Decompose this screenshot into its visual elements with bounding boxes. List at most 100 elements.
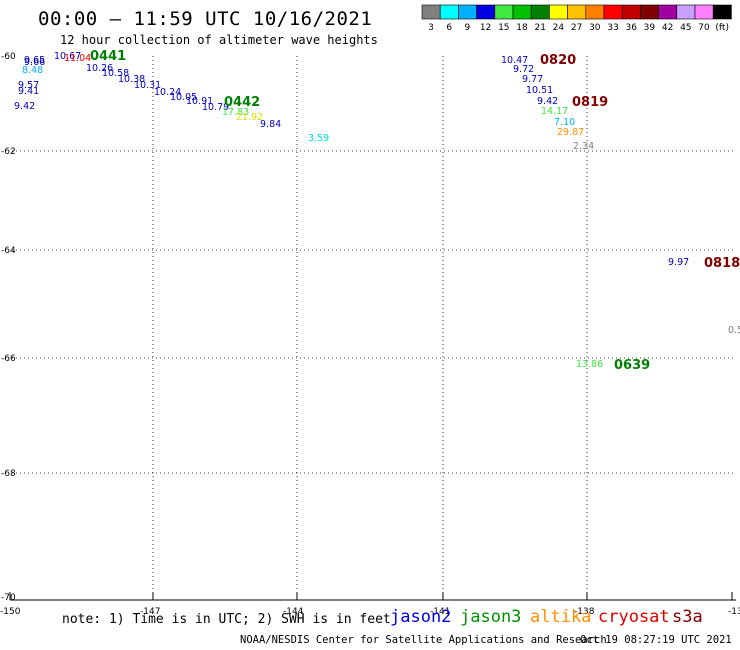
- legend-swatch: [603, 4, 623, 20]
- map-grid: [9, 56, 736, 601]
- pass-time-label: 0818: [704, 256, 740, 271]
- wave-height-label: 29.87: [557, 127, 584, 138]
- wave-height-label: 2.34: [573, 141, 594, 152]
- legend-label: 45: [680, 23, 691, 33]
- legend-swatch: [512, 4, 532, 20]
- legend-label: 18: [516, 23, 528, 33]
- legend-label: 42: [662, 23, 673, 33]
- legend-swatch: [621, 4, 641, 20]
- legend-label: 9: [465, 23, 471, 33]
- timestamp: Oct 19 08:27:19 UTC 2021: [580, 634, 732, 646]
- satellite-jason3: jason3: [460, 607, 522, 627]
- wave-height-label: 10.24: [154, 87, 181, 98]
- axis-labels: -60 -62 -64 -66 -68 -70 -150 -147 -144 -141 -138 -1…: [0, 52, 740, 617]
- legend-label: 30: [589, 23, 601, 33]
- wave-height-label: 9.42: [537, 96, 558, 107]
- legend-swatch: [549, 4, 568, 20]
- wave-height-label: 9.72: [513, 64, 534, 75]
- lat-label: -66: [1, 354, 16, 364]
- wave-height-label: 21.92: [236, 112, 263, 123]
- wave-height-label: 10.67: [54, 51, 81, 62]
- map-subtitle: 12 hour collection of altimeter wave hei…: [60, 33, 378, 47]
- lon-label: -144: [283, 607, 304, 617]
- wave-height-label: 13.86: [576, 359, 603, 370]
- legend-swatch: [494, 4, 514, 20]
- wave-height-label: 10.79: [202, 102, 229, 113]
- legend-swatch: [585, 4, 605, 20]
- wave-height-labels: 9.659.668.489.579.419.4210.6711.0410.261…: [14, 51, 740, 370]
- legend-swatch: [476, 4, 496, 20]
- lat-label: -62: [1, 147, 16, 157]
- lat-label: -68: [1, 469, 16, 479]
- pass-time-label: 0820: [540, 53, 576, 68]
- legend-swatch: [658, 4, 678, 20]
- lat-label: -60: [1, 52, 16, 62]
- legend-label: 39: [644, 23, 656, 33]
- wave-height-label: 3.59: [308, 133, 329, 144]
- wave-height-label: 9.97: [668, 257, 689, 268]
- wave-height-label: 10.26: [86, 63, 113, 74]
- wave-height-label: 10.38: [118, 74, 145, 85]
- wave-height-label: 10.31: [134, 80, 161, 91]
- legend-label: 70: [698, 23, 710, 33]
- wave-height-label: 10.47: [501, 55, 528, 66]
- legend-swatch: [567, 4, 587, 20]
- satellite-altika: altika: [530, 607, 592, 627]
- legend-swatch: [439, 4, 459, 20]
- legend-swatch: [676, 4, 696, 20]
- wave-height-label: 9.42: [14, 101, 35, 112]
- wave-height-label: 9.66: [24, 57, 45, 68]
- lon-label: -150: [0, 607, 21, 617]
- wave-height-label: 9.84: [260, 119, 281, 130]
- legend-swatch: [694, 4, 714, 20]
- lon-label: -147: [140, 607, 160, 617]
- map-title: 00:00 – 11:59 UTC 10/16/2021: [38, 8, 373, 30]
- pass-time-label: 0442: [224, 95, 260, 110]
- wave-height-label: 10.58: [102, 68, 129, 79]
- legend-label: 33: [607, 23, 618, 33]
- wave-height-label: 9.65: [24, 55, 45, 66]
- lon-label: -141: [430, 607, 450, 617]
- legend-label: 36: [625, 23, 637, 33]
- satellite-s3a: s3a: [672, 607, 703, 627]
- legend-swatch: [458, 4, 477, 20]
- wave-height-label: 10.51: [526, 85, 553, 96]
- satellite-cryosat: cryosat: [598, 607, 670, 627]
- color-legend: 3 6 9 12 15 18 21 24 27 30 33 36 39 42 45 70 (ft): [421, 4, 732, 33]
- credit: NOAA/NESDIS Center for Satellite Applica…: [240, 634, 607, 646]
- lon-label: -13: [728, 607, 740, 617]
- wave-height-label: 9.77: [522, 74, 543, 85]
- satellite-jason2: jason2: [390, 607, 452, 627]
- lon-label: -138: [574, 607, 595, 617]
- wave-height-label: 9.41: [18, 86, 39, 97]
- legend-swatch: [712, 4, 732, 20]
- wave-height-label: 7.10: [554, 117, 575, 128]
- pass-time-label: 0441: [90, 49, 126, 64]
- pass-time-label: 0819: [572, 95, 608, 110]
- footer-note: note: 1) Time is in UTC; 2) SWH is in fe…: [62, 612, 391, 627]
- lat-label: -70: [1, 593, 16, 603]
- pass-time-label: 0639: [614, 358, 650, 373]
- lat-label: -64: [1, 246, 16, 256]
- wave-height-label: 0.5: [728, 325, 740, 336]
- wave-height-label: 10.91: [186, 96, 213, 107]
- wave-height-label: 9.57: [18, 80, 39, 91]
- wave-height-label: 14.17: [541, 106, 568, 117]
- wave-height-label: 10.05: [170, 92, 197, 103]
- legend-label: 27: [571, 23, 582, 33]
- legend-swatch: [640, 4, 659, 20]
- legend-label: 21: [534, 23, 545, 33]
- legend-label: 6: [446, 23, 452, 33]
- wave-height-label: 11.04: [64, 53, 91, 64]
- pass-time-labels: 0441 0442 0820 0819 0818 0639: [90, 49, 740, 373]
- legend-label: 15: [498, 23, 509, 33]
- wave-height-label: 8.48: [22, 65, 43, 76]
- legend-swatch: [421, 4, 441, 20]
- legend-label: 3: [428, 23, 434, 33]
- legend-swatch: [530, 4, 550, 20]
- legend-label: 24: [553, 23, 565, 33]
- legend-label: (ft): [715, 23, 729, 33]
- wave-height-label: 17.83: [222, 107, 249, 118]
- legend-label: 12: [480, 23, 491, 33]
